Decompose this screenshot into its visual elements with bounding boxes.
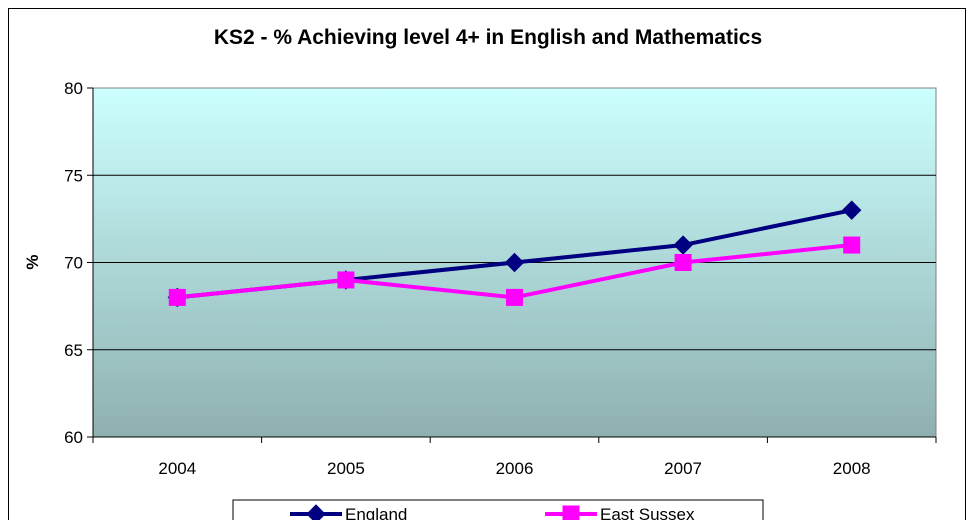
- x-tick-label: 2006: [496, 459, 534, 478]
- x-tick-label: 2008: [833, 459, 871, 478]
- series-east-sussex: [168, 236, 861, 306]
- y-tick-label: 65: [64, 341, 83, 360]
- x-tick-label: 2004: [158, 459, 196, 478]
- legend-box: [232, 499, 764, 520]
- data-point: [674, 254, 692, 271]
- data-point: [843, 236, 861, 254]
- data-point: [841, 200, 862, 220]
- data-point: [506, 288, 523, 306]
- legend-marker: [562, 505, 580, 520]
- legend: England East Sussex: [232, 499, 764, 520]
- y-tick-label: 80: [64, 79, 83, 98]
- y-tick-label: 60: [64, 428, 83, 447]
- legend-item: East Sussex: [545, 505, 695, 520]
- y-axis-label: %: [23, 254, 42, 269]
- legend-marker: [306, 504, 326, 520]
- data-point: [504, 252, 525, 273]
- axes: 60 65 70 75 80 2004 2005 2006 2007 2008: [64, 79, 937, 478]
- x-tick-label: 2005: [327, 459, 365, 478]
- data-point: [337, 271, 355, 289]
- y-tick-label: 75: [64, 166, 83, 185]
- chart-title: KS2 - % Achieving level 4+ in English an…: [213, 26, 763, 49]
- x-tick-label: 2007: [664, 459, 702, 478]
- data-point: [168, 288, 186, 306]
- y-tick-label: 70: [64, 254, 83, 273]
- legend-item: England: [290, 504, 407, 520]
- legend-label: East Sussex: [600, 505, 695, 520]
- series-layer: [167, 200, 862, 308]
- legend-label: England: [345, 505, 407, 520]
